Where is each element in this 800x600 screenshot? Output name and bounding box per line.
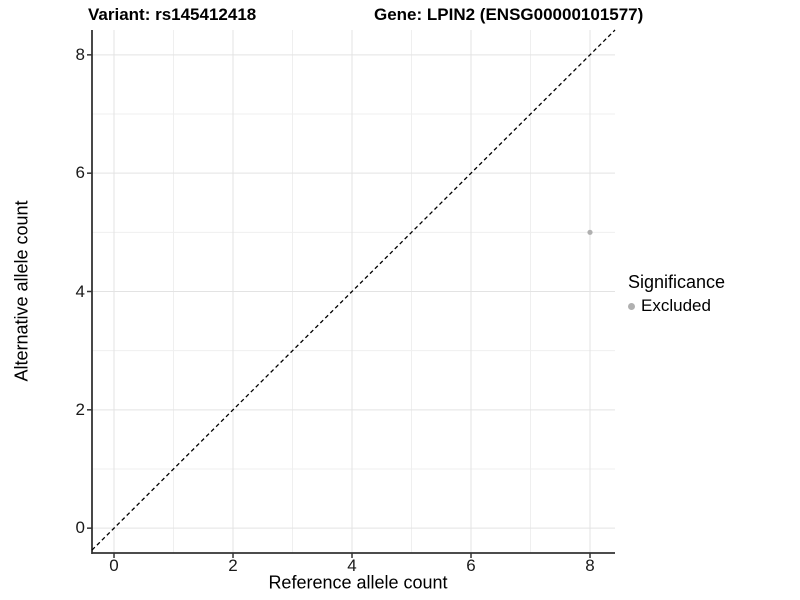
legend-item-excluded: Excluded (628, 296, 725, 316)
legend: Significance Excluded (628, 272, 725, 316)
data-point (587, 229, 593, 235)
y-tick-label-0: 0 (75, 518, 85, 538)
x-tick-label-8: 8 (585, 556, 595, 575)
legend-item-label: Excluded (641, 296, 711, 315)
legend-point-icon (628, 302, 635, 310)
x-tick-label-2: 2 (228, 556, 238, 575)
identity-dashed-line (91, 29, 616, 551)
y-tick-label-2: 2 (75, 399, 85, 419)
y-tick-label-4: 4 (75, 281, 85, 301)
plot-title-variant: Variant: rs145412418 (88, 5, 257, 24)
x-tick-label-4: 4 (347, 556, 357, 575)
y-axis-title: Alternative allele count (11, 200, 32, 382)
legend-title: Significance (628, 272, 726, 292)
x-tick-label-0: 0 (109, 556, 119, 575)
x-axis-title: Reference allele count (268, 572, 448, 593)
y-tick-label-6: 6 (75, 163, 85, 183)
plot-title-gene: Gene: LPIN2 (ENSG00000101577) (374, 5, 644, 24)
x-tick-label-6: 6 (466, 556, 476, 575)
y-tick-label-8: 8 (75, 44, 85, 64)
